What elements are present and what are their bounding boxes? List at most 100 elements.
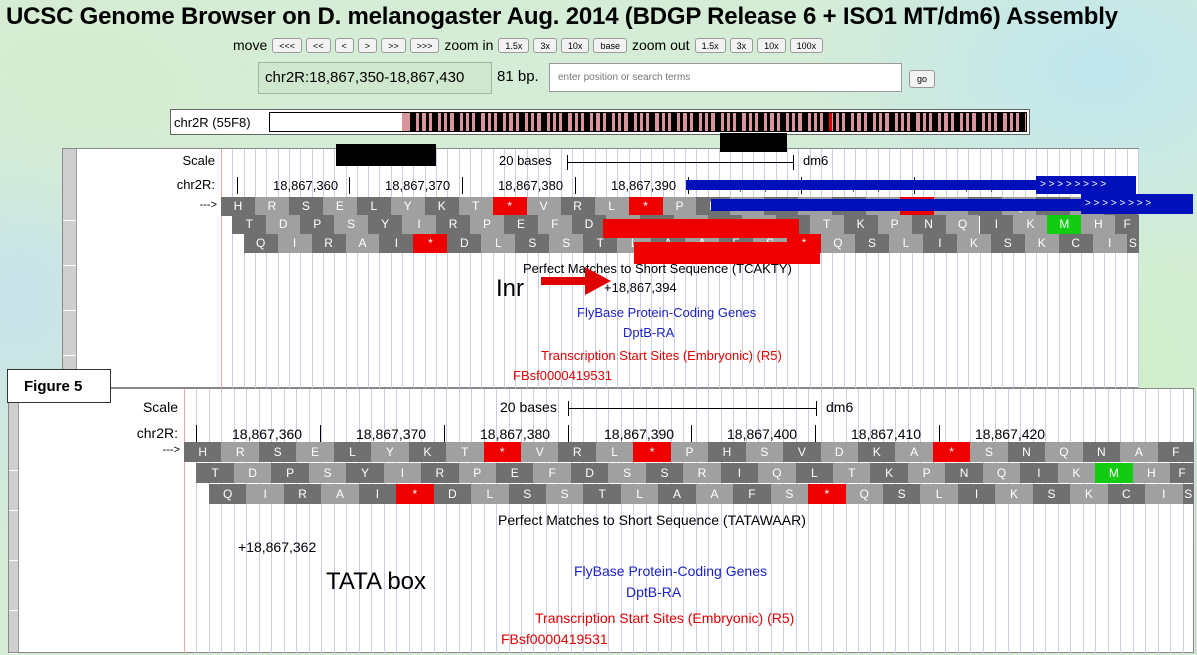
track-sidebar[interactable] — [63, 149, 77, 389]
sidebar-segment[interactable] — [9, 611, 18, 654]
amino-acid-cell: F — [1157, 442, 1194, 462]
sidebar-segment[interactable] — [9, 561, 18, 611]
grid-line — [662, 149, 664, 389]
grid-line — [979, 149, 981, 389]
ideogram-band — [637, 113, 640, 131]
chromosome-ideogram[interactable] — [269, 112, 1027, 132]
amino-acid-cell: K — [843, 215, 878, 234]
scale-text: 20 bases — [500, 399, 557, 415]
sidebar-segment[interactable] — [9, 471, 18, 511]
tick-label: 18,867,400 — [727, 426, 798, 442]
ideogram-band — [528, 113, 531, 131]
grid-line — [526, 149, 528, 389]
amino-acid-cell: T — [833, 463, 871, 483]
amino-acid-cell: R — [558, 442, 596, 462]
ideogram-band — [948, 113, 951, 131]
amino-acid-cell: K — [408, 442, 447, 462]
move-button[interactable]: <<< — [272, 37, 303, 53]
ideogram-band — [1007, 113, 1010, 131]
zoom-in-button[interactable]: base — [593, 37, 627, 53]
sidebar-segment[interactable] — [63, 266, 76, 311]
sidebar-segment[interactable] — [9, 389, 18, 471]
grid-line — [1170, 389, 1172, 654]
zoom-out-button[interactable]: 10x — [757, 37, 786, 53]
amino-acid-cell: L — [920, 484, 958, 504]
tss-feature[interactable] — [634, 242, 820, 264]
gene-feature[interactable] — [711, 199, 1083, 211]
ideogram-position-marker — [829, 113, 832, 131]
amino-acid-cell: I — [1145, 484, 1183, 504]
ideogram-band — [802, 113, 808, 131]
gene-exon[interactable]: > > > > > > > > — [1081, 194, 1193, 214]
amino-acid-cell: F — [537, 215, 572, 234]
grid-line — [560, 149, 562, 389]
scale-label: Scale — [182, 153, 215, 168]
grid-line — [1036, 149, 1038, 389]
tss-feature[interactable] — [603, 219, 799, 238]
gene-exon[interactable]: > > > > > > > > — [1036, 176, 1136, 194]
amino-acid-cell: I — [1020, 463, 1058, 483]
grid-line — [571, 149, 573, 389]
zoom-in-button[interactable]: 3x — [533, 37, 557, 53]
amino-acid-cell: * — [483, 442, 521, 462]
ideogram-band — [665, 113, 668, 131]
amino-acid-cell: I — [358, 484, 397, 504]
move-button[interactable]: >>> — [409, 37, 440, 53]
match-feature[interactable] — [336, 144, 436, 166]
sidebar-segment[interactable] — [63, 221, 76, 266]
gene-name[interactable]: DptB-RA — [626, 584, 682, 600]
grid-line — [1070, 149, 1072, 389]
sidebar-segment[interactable] — [63, 311, 76, 356]
gene-name[interactable]: DptB-RA — [623, 325, 675, 340]
tss-track-label: Transcription Start Sites (Embryonic) (R… — [541, 348, 782, 363]
grid-line — [1115, 149, 1117, 389]
zoom-in-button[interactable]: 1.5x — [498, 37, 530, 53]
amino-acid-cell: H — [184, 442, 222, 462]
sidebar-segment[interactable] — [9, 511, 18, 561]
amino-acid-cell: F — [1115, 215, 1139, 234]
tss-name[interactable]: FBsf0000419531 — [513, 368, 613, 383]
grid-line — [424, 149, 426, 389]
sidebar-segment[interactable] — [63, 149, 76, 221]
grid-line — [764, 149, 766, 389]
grid-line — [720, 389, 722, 654]
amino-acid-cell: R — [221, 442, 259, 462]
grid-line — [787, 149, 789, 389]
move-button[interactable]: << — [306, 37, 331, 53]
go-button[interactable]: go — [909, 70, 935, 88]
move-button[interactable]: >> — [381, 37, 406, 53]
gene-feature[interactable] — [686, 180, 1036, 190]
amino-acid-cell: S — [288, 197, 323, 216]
amino-acid-cell: L — [471, 484, 509, 504]
zoom-out-button[interactable]: 100x — [789, 37, 824, 53]
grid-line — [670, 389, 672, 654]
grid-line — [296, 389, 298, 654]
nav-row: move <<< << < > >> >>> zoom in 1.5x 3x 10x base … — [233, 36, 824, 54]
amino-acid-cell: F — [533, 463, 571, 483]
tick-label: 18,867,420 — [975, 426, 1046, 442]
ideogram-band — [854, 113, 857, 131]
zoom-out-button[interactable]: 3x — [729, 37, 754, 53]
tick-mark — [568, 425, 569, 445]
move-button[interactable]: > — [357, 37, 378, 53]
ideogram-band — [513, 113, 516, 131]
amino-acid-cell: P — [662, 197, 697, 216]
amino-acid-cell: I — [720, 463, 759, 483]
amino-acid-cell: L — [888, 234, 923, 253]
tss-name[interactable]: FBsf0000419531 — [501, 631, 608, 647]
zoom-in-button[interactable]: 10x — [560, 37, 590, 53]
ideogram-band — [1013, 113, 1016, 131]
grid-line — [900, 149, 902, 389]
track-sidebar[interactable] — [9, 389, 19, 654]
ideogram-band — [910, 113, 916, 131]
zoom-out-button[interactable]: 1.5x — [694, 37, 726, 53]
move-button[interactable]: < — [334, 37, 354, 53]
grid-line — [271, 389, 273, 654]
tick-label: 18,867,370 — [356, 426, 427, 442]
ideogram-band — [969, 113, 972, 131]
grid-line — [379, 149, 381, 389]
search-input[interactable]: enter position or search terms — [549, 63, 902, 92]
amino-acid-cell: S — [1032, 484, 1071, 504]
grid-line — [413, 149, 415, 389]
match-feature[interactable] — [720, 133, 787, 152]
